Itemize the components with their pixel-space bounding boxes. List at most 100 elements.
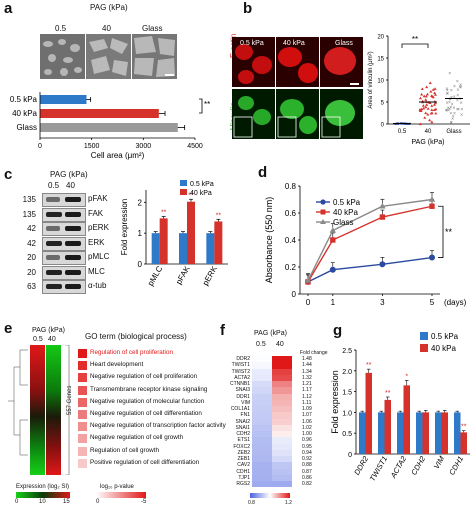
band-0.5kpa <box>46 226 60 231</box>
go-term-label: Regulation of cell proliferation <box>90 349 173 356</box>
legend-marker <box>320 199 326 205</box>
data-point <box>418 96 422 100</box>
go-term-swatch <box>78 458 87 468</box>
panel-c-header: PAG (kPa) <box>50 170 88 179</box>
data-point <box>426 112 430 116</box>
data-point: × <box>459 82 462 88</box>
expression-heatmap <box>8 345 61 475</box>
data-point: × <box>451 117 454 123</box>
heatmap-cell-40kpa <box>272 474 292 481</box>
fold-change-value: 1.32 <box>302 374 312 381</box>
data-point <box>434 111 438 115</box>
bar <box>214 221 223 264</box>
band-40kpa <box>65 269 81 275</box>
bar <box>40 109 159 118</box>
bar <box>435 412 442 454</box>
gene-name: CTNNB1 <box>229 381 250 387</box>
go-term-swatch <box>78 361 87 371</box>
data-point <box>425 103 429 106</box>
expression-tick-0: 0 <box>15 499 19 505</box>
data-point <box>330 237 336 243</box>
y-axis-label: Area of vinculin (μm²) <box>368 51 374 108</box>
data-point: × <box>460 101 463 107</box>
heatmap-cell-40kpa <box>272 387 292 394</box>
legend-marker <box>320 209 326 215</box>
heatmap-cell-40kpa <box>272 406 292 413</box>
x-tick-label: CDH1 <box>447 455 465 477</box>
vinculin-cells <box>277 99 317 138</box>
phase-cells <box>134 36 175 77</box>
heatmap-cell-0.5kpa <box>252 474 272 481</box>
data-point <box>433 93 437 96</box>
data-point <box>379 214 386 220</box>
gene-name: SNAI3 <box>235 387 250 394</box>
band-40kpa <box>65 226 81 231</box>
data-point: × <box>446 91 449 97</box>
chart-a-cell-area: 0.5 kPa 40 kPa Glass 0 1500 3000 4500 Cell area… <box>10 92 210 160</box>
data-point: × <box>446 108 449 114</box>
molecular-weight: 20 <box>27 253 36 262</box>
x-unit-label: (days) <box>444 298 467 307</box>
go-term-swatch <box>78 373 87 383</box>
heatmap-cell-0.5kpa <box>252 424 272 431</box>
y-tick-label: 5 <box>381 101 385 107</box>
vinculin-image-0.5kpa <box>232 89 275 139</box>
data-point: × <box>448 100 451 106</box>
data-point <box>426 107 430 110</box>
heatmap-cell-0.5kpa <box>252 387 272 394</box>
x-axis-label: PAG (kPa) <box>412 139 445 146</box>
gene-name: CAV2 <box>237 462 250 469</box>
data-point: × <box>453 95 456 101</box>
y-tick-label: 0.5 <box>342 431 352 438</box>
data-point <box>433 91 437 95</box>
legend-label: 0.5 kPa <box>431 332 459 341</box>
heatmap-cell-40kpa <box>272 424 292 431</box>
y-tick-label: 0 <box>138 260 143 269</box>
data-point <box>434 107 438 111</box>
bar <box>159 218 168 264</box>
factin-cells <box>324 47 359 85</box>
molecular-weight: 42 <box>27 224 36 233</box>
significance-label: ** <box>188 192 194 199</box>
heatmap-cell-0.5kpa <box>252 431 272 438</box>
data-point <box>379 202 386 209</box>
bar <box>441 412 448 454</box>
go-term-swatch <box>78 397 87 407</box>
data-point: × <box>446 91 449 97</box>
blot-label: pMLC <box>88 252 110 261</box>
x-tick-label: CDH2 <box>409 454 427 477</box>
bar <box>365 372 372 454</box>
blot-label: pFAK <box>88 194 108 203</box>
fold-scale-tick-high: 1.2 <box>285 500 292 506</box>
fold-change-value: 0.92 <box>302 456 312 462</box>
data-point <box>429 90 433 93</box>
fold-scale-tick-low: 0.8 <box>248 500 255 506</box>
lane-label-0.5: 0.5 <box>33 336 43 343</box>
data-point: × <box>460 112 463 118</box>
molecular-weight: 135 <box>22 209 36 219</box>
data-point: × <box>445 108 448 114</box>
x-tick-label: 40 <box>425 129 432 135</box>
phase-cells <box>43 39 82 76</box>
data-point: × <box>459 85 462 91</box>
heatmap-cell-40kpa <box>272 443 292 450</box>
bar <box>206 233 215 264</box>
y-tick-label: 2 <box>138 198 143 207</box>
fold-change-value: 1.48 <box>302 356 312 362</box>
x-tick-label: 0.5 <box>398 129 407 135</box>
fold-change-value: 0.95 <box>302 443 312 450</box>
go-term-row: Negative regulation of cell differentiat… <box>78 409 218 420</box>
significance-label: ** <box>461 424 467 431</box>
go-term-row: Negative regulation of transcription fac… <box>78 421 226 432</box>
fold-scale-bar <box>250 493 290 498</box>
x-tick-label: pFAK <box>174 264 192 286</box>
y-tick-label: 1.5 <box>342 390 352 397</box>
data-point: × <box>449 105 452 111</box>
fold-change-value: 1.34 <box>302 368 312 375</box>
heatmap-cell-40kpa <box>272 362 292 369</box>
data-point <box>432 108 436 112</box>
factin-image-glass <box>320 37 363 87</box>
panel-f-header: PAG (kPa) <box>254 330 287 337</box>
significance-label: ** <box>366 362 372 369</box>
heatmap-cell-40kpa <box>272 481 292 488</box>
